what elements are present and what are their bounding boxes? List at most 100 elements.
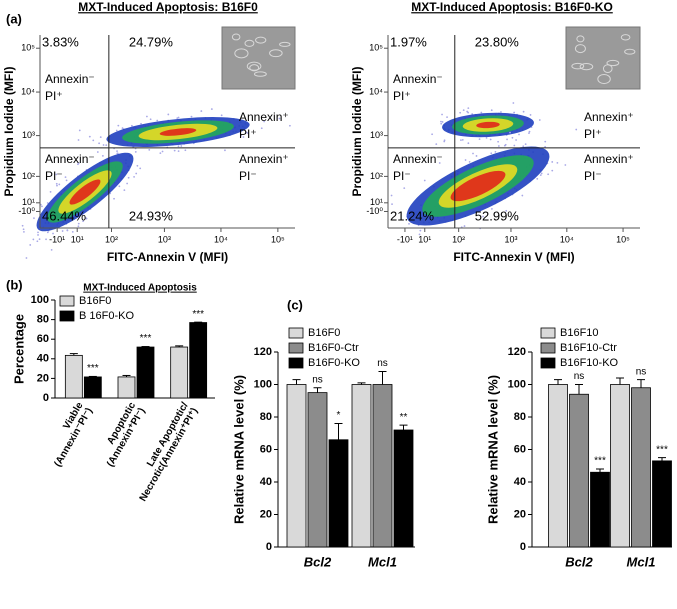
density-dot: [115, 129, 118, 132]
density-dot: [435, 143, 438, 146]
legend-label: B16F10: [560, 327, 599, 339]
density-dot: [173, 149, 176, 152]
density-dot: [419, 229, 422, 232]
density-dot: [180, 145, 183, 147]
y-tick-label: -10⁰: [366, 206, 383, 216]
bar: [328, 439, 349, 548]
density-dot: [390, 194, 393, 197]
x-tick-label: 10⁵: [616, 234, 630, 244]
density-dot: [529, 114, 532, 116]
y-tick-label: 80: [514, 411, 526, 423]
density-dot: [49, 190, 52, 193]
x-tick-label: 10²: [105, 234, 118, 244]
y-tick-label: 40: [37, 353, 49, 365]
density-region: [69, 179, 101, 205]
density-dot: [490, 152, 493, 155]
micrograph-cell: [620, 34, 631, 41]
quadrant-percent: 24.79%: [129, 34, 174, 49]
micrograph-cell: [579, 62, 594, 71]
density-dot: [38, 238, 41, 241]
density-dot: [506, 138, 508, 141]
significance-label: ns: [574, 371, 585, 382]
density-dot: [134, 151, 137, 153]
density-dot: [64, 176, 67, 179]
density-dot: [431, 133, 434, 136]
x-tick-label: 10³: [504, 234, 517, 244]
density-dot: [33, 217, 35, 220]
micrograph-cell: [253, 71, 267, 77]
density-dot: [467, 111, 470, 114]
density-dot: [471, 113, 474, 115]
density-dot: [98, 142, 101, 145]
density-dot: [475, 155, 478, 157]
y-tick-label: 10²: [370, 171, 383, 181]
y-tick-label: -10⁰: [18, 206, 35, 216]
panel-label: (a): [6, 11, 22, 26]
density-dot: [135, 172, 138, 175]
quadrant-label: Annexin⁺: [584, 110, 634, 124]
y-tick-label: 100: [254, 378, 272, 390]
quadrant-label: PI⁺: [584, 127, 602, 141]
y-tick-label: 10⁴: [21, 86, 35, 96]
density-dot: [441, 113, 443, 116]
quadrant-label: Annexin⁻: [393, 152, 443, 166]
density-dot: [260, 127, 263, 130]
y-tick-label: 20: [37, 372, 49, 384]
bar: [307, 392, 328, 548]
density-dot: [88, 135, 91, 138]
density-dot: [480, 111, 483, 114]
quadrant-label: Annexin⁻: [393, 72, 443, 86]
density-dot: [240, 134, 243, 137]
significance-label: ns: [636, 366, 647, 377]
density-dot: [123, 189, 126, 192]
density-dot: [77, 225, 80, 228]
density-dot: [77, 222, 80, 225]
quadrant-percent: 1.97%: [390, 34, 427, 49]
y-tick-label: 0: [266, 541, 272, 553]
density-dot: [494, 150, 497, 153]
y-tick-label: 120: [508, 346, 526, 358]
bar: [631, 387, 651, 548]
significance-label: ***: [87, 363, 99, 374]
micrograph-cell: [576, 35, 585, 43]
quadrant-label: PI⁻: [239, 169, 257, 183]
density-dot: [23, 230, 25, 233]
plot-title: MXT-Induced Apoptosis: B16F0-KO: [411, 0, 613, 14]
density-region: [476, 121, 500, 129]
density-dot: [490, 109, 493, 112]
density-dot: [459, 111, 462, 114]
density-dot: [482, 215, 484, 218]
density-dot: [176, 117, 179, 120]
bar: [652, 460, 672, 548]
density-dot: [71, 230, 74, 233]
density-dot: [78, 129, 81, 132]
density-dot: [575, 128, 578, 131]
density-dot: [551, 169, 554, 172]
quadrant-label: PI⁻: [45, 169, 63, 183]
y-tick-label: 0: [43, 392, 49, 404]
density-dot: [167, 113, 170, 116]
density-dot: [408, 222, 410, 225]
density-dot: [139, 167, 142, 170]
legend-swatch: [288, 327, 304, 339]
density-dot: [22, 228, 25, 231]
micrograph: [565, 26, 641, 90]
micrograph-cell: [269, 49, 283, 58]
density-dot: [41, 205, 43, 208]
chart-title: MXT-Induced Apoptosis: [83, 283, 197, 294]
micrograph-cell: [574, 44, 586, 54]
micrograph-cell: [571, 62, 585, 70]
y-tick-label: 10³: [370, 130, 383, 140]
y-tick-label: 120: [254, 346, 272, 358]
micrograph: [221, 26, 296, 90]
density-dot: [472, 152, 474, 155]
density-dot: [509, 131, 511, 134]
density-dot: [92, 139, 95, 142]
y-tick-label: 100: [508, 378, 526, 390]
density-dot: [513, 111, 516, 114]
quadrant-label: PI⁺: [45, 89, 63, 103]
quadrant-label: PI⁺: [393, 89, 411, 103]
micrograph-cell: [255, 36, 267, 44]
density-dot: [36, 240, 39, 243]
